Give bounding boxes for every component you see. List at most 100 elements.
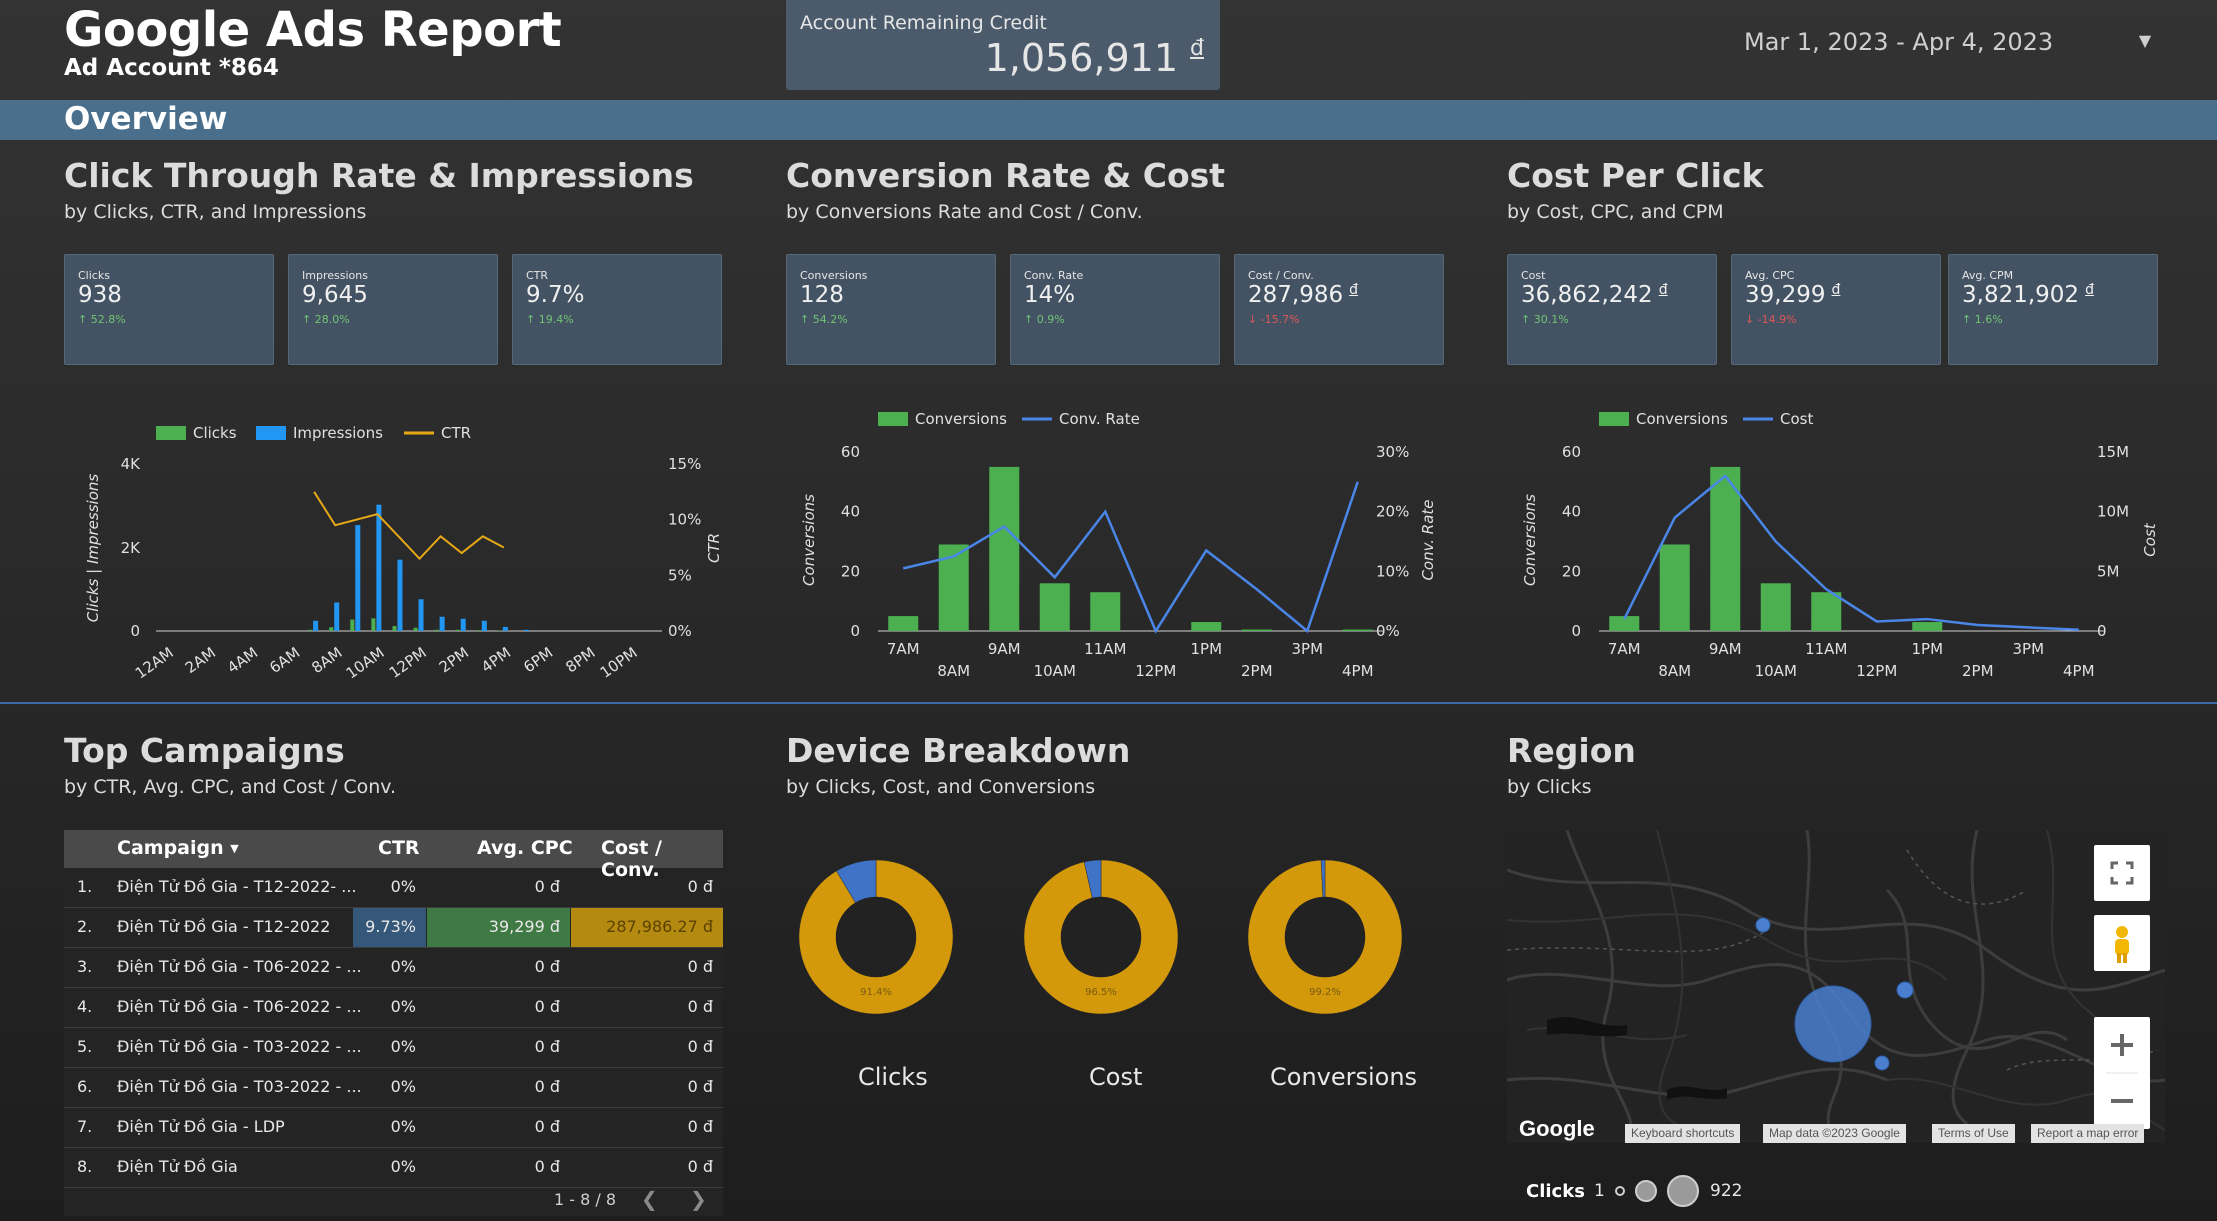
kpi-currency: đ <box>1831 282 1841 298</box>
kpi-avg-cpm: Avg. CPM 3,821,902 đ ↑ 1.6% <box>1948 254 2158 365</box>
y-tick-label: 40 <box>841 503 860 521</box>
header-campaign-label: Campaign <box>117 837 224 859</box>
legend-label: Impressions <box>293 424 383 442</box>
x-tick-label: 8AM <box>308 644 345 678</box>
terms-of-use-link[interactable]: Terms of Use <box>1932 1124 2015 1143</box>
table-row[interactable]: 3. Điện Tử Đồ Gia - T06-2022 - ... 0% 0 đ 0 … <box>64 948 723 988</box>
ctr-section-title: Click Through Rate & Impressions <box>64 156 694 195</box>
table-row[interactable]: 4. Điện Tử Đồ Gia - T06-2022 - ... 0% 0 đ 0 … <box>64 988 723 1028</box>
conversions-bar <box>989 466 1020 631</box>
prev-page-icon[interactable]: ❮ <box>641 1187 658 1211</box>
cost-per-conv-value: 0 đ <box>687 1037 713 1056</box>
x-tick-label: 9AM <box>988 640 1021 658</box>
keyboard-shortcuts-link[interactable]: Keyboard shortcuts <box>1625 1124 1741 1143</box>
y-tick-label: 4K <box>121 455 142 473</box>
table-row[interactable]: 2. Điện Tử Đồ Gia - T12-2022 9.73% 39,299 đ… <box>64 908 723 948</box>
conv-section-title: Conversion Rate & Cost <box>786 156 1226 195</box>
kpi-label: Cost / Conv. <box>1248 269 1314 282</box>
table-row[interactable]: 8. Điện Tử Đồ Gia 0% 0 đ 0 đ <box>64 1148 723 1188</box>
pager-text: 1 - 8 / 8 <box>554 1190 617 1209</box>
campaign-name: Điện Tử Đồ Gia - T12-2022- ... <box>117 877 357 896</box>
y-tick-label: 20 <box>841 562 860 580</box>
report-map-error-link[interactable]: Report a map error <box>2031 1124 2145 1143</box>
report-title: Google Ads Report <box>64 2 562 58</box>
ctr-impressions-chart: Clicks Impressions CTR 0 2K 4K 0% 5% 10% 15% Click… <box>84 424 723 683</box>
cost-per-conv-value: 0 đ <box>687 1077 713 1096</box>
x-tick-label: 4PM <box>478 644 514 677</box>
kpi-delta: ↑ 28.0% <box>302 313 350 326</box>
conversions-bar <box>1241 629 1272 631</box>
clicks-bar <box>308 629 313 631</box>
y-tick-label: 0 <box>850 622 860 640</box>
header-campaign[interactable]: Campaign ▼ <box>117 837 239 859</box>
y2-axis-title: Conv. Rate <box>1419 499 1437 580</box>
x-tick-label: 7AM <box>1608 640 1641 658</box>
y-axis-title: Conversions <box>800 494 818 586</box>
conversions-bar <box>1039 583 1070 631</box>
avg-cpc-value: 0 đ <box>534 1037 560 1056</box>
conversions-bar <box>1811 592 1842 631</box>
avg-cpc-value: 0 đ <box>534 1077 560 1096</box>
kpi-label: CTR <box>526 269 549 282</box>
x-tick-label: 2PM <box>1241 662 1273 680</box>
x-tick-label: 10PM <box>597 644 641 682</box>
y2-tick-label: 15% <box>668 455 701 473</box>
legend-label: Cost <box>1780 410 1813 428</box>
x-tick-label: 4AM <box>224 644 261 678</box>
fullscreen-icon[interactable] <box>2094 845 2150 901</box>
conversions-bar <box>1191 622 1222 631</box>
campaign-name: Điện Tử Đồ Gia <box>117 1157 238 1176</box>
chevron-down-icon[interactable]: ▼ <box>2138 31 2152 50</box>
y2-tick-label: 15M <box>2097 443 2129 461</box>
x-tick-label: 1PM <box>1911 640 1943 658</box>
kpi-conversions: Conversions 128 ↑ 54.2% <box>786 254 996 365</box>
map-canvas[interactable] <box>1507 830 2165 1143</box>
kpi-currency: đ <box>2085 282 2094 298</box>
x-tick-label: 2PM <box>436 644 472 677</box>
next-page-icon[interactable]: ❯ <box>690 1187 707 1211</box>
x-tick-label: 4PM <box>1342 662 1374 680</box>
table-row[interactable]: 6. Điện Tử Đồ Gia - T03-2022 - ... 0% 0 đ 0 … <box>64 1068 723 1108</box>
table-row[interactable]: 5. Điện Tử Đồ Gia - T03-2022 - ... 0% 0 đ 0 … <box>64 1028 723 1068</box>
y2-tick-label: 10% <box>668 511 701 529</box>
cpc-section-title: Cost Per Click <box>1507 156 1764 195</box>
conversion-rate-chart: Conversions Conv. Rate 0 20 40 60 0% 10% 20% 30% C… <box>800 410 1437 680</box>
conv-section-subtitle: by Conversions Rate and Cost / Conv. <box>786 201 1143 223</box>
pegman-icon[interactable] <box>2094 915 2150 971</box>
sort-down-icon[interactable]: ▼ <box>230 842 239 855</box>
y2-axis-title: Cost <box>2141 522 2159 556</box>
y-tick-label: 60 <box>841 443 860 461</box>
date-range-control[interactable]: Mar 1, 2023 - Apr 4, 2023 <box>1744 28 2054 56</box>
clicks-bar <box>350 619 355 631</box>
header-avg-cpc[interactable]: Avg. CPC <box>477 837 573 859</box>
table-row[interactable]: 7. Điện Tử Đồ Gia - LDP 0% 0 đ 0 đ <box>64 1108 723 1148</box>
donut-label-cost: Cost <box>1089 1063 1143 1091</box>
x-tick-label: 10AM <box>1755 662 1797 680</box>
header-ctr[interactable]: CTR <box>378 837 420 859</box>
kpi-amount: 3,821,902 <box>1962 282 2080 308</box>
impressions-bar <box>523 629 529 631</box>
donut-hole <box>836 897 916 977</box>
avg-cpc-value: 0 đ <box>534 1117 560 1136</box>
kpi-label: Impressions <box>302 269 368 282</box>
conversions-bar <box>1609 616 1640 631</box>
kpi-clicks: Clicks 938 ↑ 52.8% <box>64 254 274 365</box>
table-row[interactable]: 1. Điện Tử Đồ Gia - T12-2022- ... 0% 0 đ 0 đ <box>64 868 723 908</box>
region-map[interactable]: Google Keyboard shortcuts Map data ©2023… <box>1507 830 2165 1143</box>
impressions-bar <box>460 618 466 631</box>
campaign-name: Điện Tử Đồ Gia - T06-2022 - ... <box>117 997 362 1016</box>
campaigns-section-subtitle: by CTR, Avg. CPC, and Cost / Conv. <box>64 776 397 798</box>
header-cost-per-conv[interactable]: Cost / Conv. <box>601 837 662 881</box>
ctr-value: 0% <box>390 957 416 976</box>
kpi-amount: 36,862,242 <box>1521 282 1653 308</box>
kpi-label: Cost <box>1521 269 1546 282</box>
device-section-subtitle: by Clicks, Cost, and Conversions <box>786 776 1096 798</box>
row-number: 5. <box>77 1037 93 1056</box>
x-tick-label: 4PM <box>2063 662 2095 680</box>
device-donut-charts: 91.4% 96.5% 99.2% <box>798 859 1403 1015</box>
credit-value: 1,056,911 đ <box>985 36 1204 80</box>
kpi-delta: ↑ 19.4% <box>526 313 574 326</box>
cost-per-conv-value: 0 đ <box>687 997 713 1016</box>
ctr-value: 0% <box>390 997 416 1016</box>
map-bubble <box>1794 985 1872 1063</box>
